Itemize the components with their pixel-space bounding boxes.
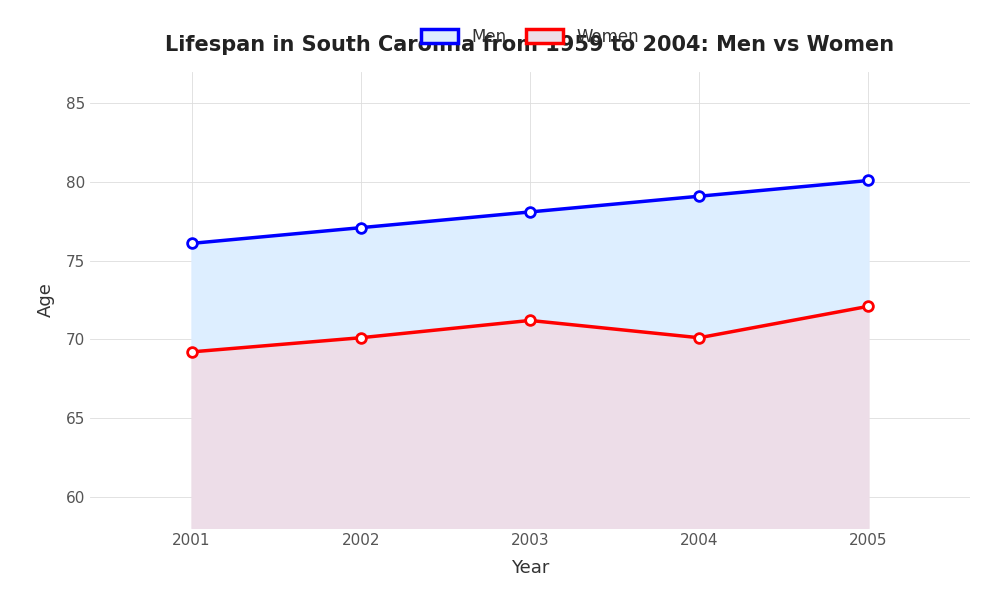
X-axis label: Year: Year [511, 559, 549, 577]
Title: Lifespan in South Carolina from 1959 to 2004: Men vs Women: Lifespan in South Carolina from 1959 to … [165, 35, 895, 55]
Y-axis label: Age: Age [37, 283, 55, 317]
Legend: Men, Women: Men, Women [414, 21, 646, 52]
